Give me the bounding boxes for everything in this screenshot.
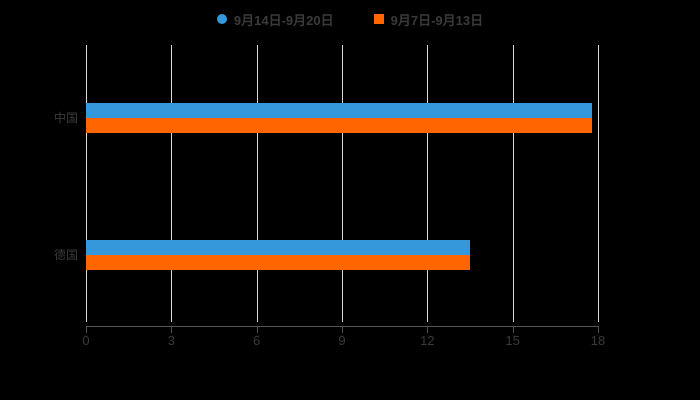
x-axis-tick-mark: [427, 327, 429, 333]
legend-label-blue: 9月14日-9月20日: [233, 12, 334, 28]
legend-marker-circle-icon: [216, 14, 227, 24]
gridline: [256, 45, 258, 322]
x-axis-tick-label: 9: [338, 333, 346, 348]
x-axis-tick-label: 3: [167, 333, 175, 348]
x-axis-tick-mark: [86, 327, 87, 333]
x-axis-tick-label: 12: [420, 333, 435, 348]
category-label-text: 德国: [53, 248, 78, 262]
bar-blue[interactable]: [86, 103, 593, 118]
x-axis-tick-label: 0: [82, 333, 90, 348]
bar-orange[interactable]: [86, 255, 470, 270]
x-axis-tick-mark: [342, 327, 343, 333]
x-axis-tick-mark: [256, 327, 258, 333]
legend-marker-square-icon: [373, 14, 384, 24]
bar-orange[interactable]: [86, 118, 593, 133]
chart-legend: 9月14日-9月20日 9月7日-9月13日: [0, 6, 700, 32]
y-axis-category-label: 中国: [0, 109, 78, 127]
x-axis-tick-mark: [171, 327, 173, 333]
x-axis-tick-label: 18: [590, 333, 606, 348]
plot-area: [86, 45, 599, 322]
x-axis-tick-mark: [598, 327, 599, 333]
legend-label-orange: 9月7日-9月13日: [390, 12, 484, 28]
gridline: [171, 45, 173, 322]
gridline: [86, 45, 87, 322]
gridline: [598, 45, 599, 322]
x-axis-line: [86, 326, 599, 327]
bar-blue[interactable]: [86, 240, 470, 255]
x-axis-tick-label: 6: [253, 333, 261, 348]
legend-item-orange[interactable]: 9月7日-9月13日: [373, 10, 484, 29]
y-axis-category-label: 德国: [0, 246, 78, 264]
gridline: [427, 45, 429, 322]
x-axis-tick-label: 15: [505, 333, 520, 348]
x-axis-tick-mark: [512, 327, 514, 333]
gridline: [342, 45, 343, 322]
category-label-text: 中国: [53, 111, 78, 125]
legend-item-blue[interactable]: 9月14日-9月20日: [216, 10, 334, 29]
gridline: [512, 45, 514, 322]
